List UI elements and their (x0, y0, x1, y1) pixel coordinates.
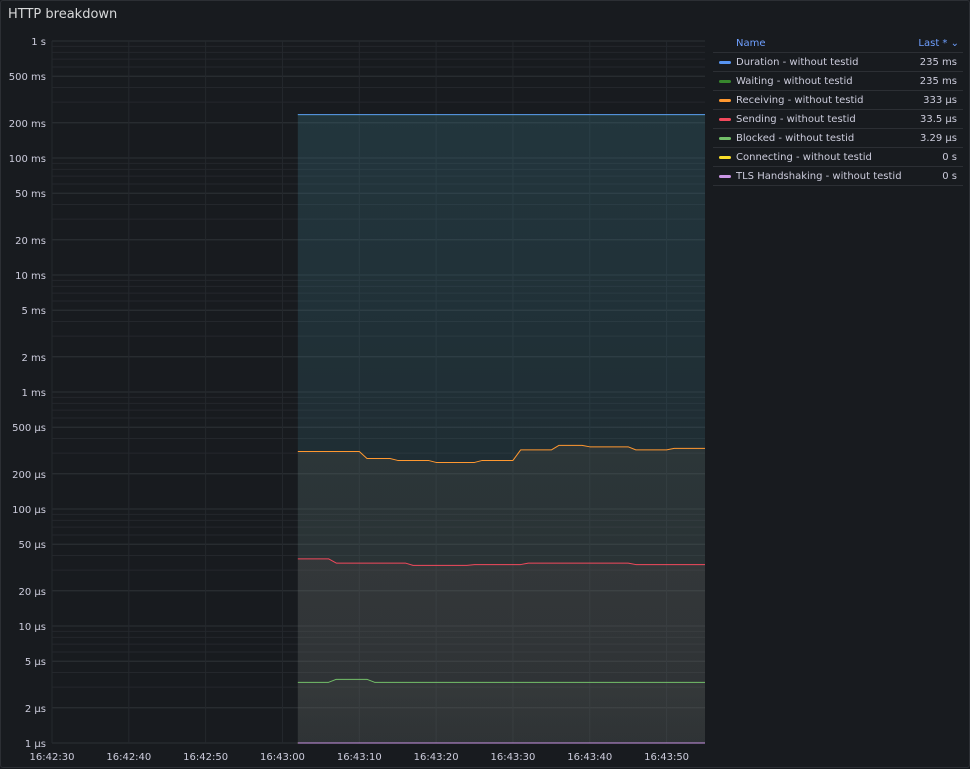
y-tick-label: 100 µs (12, 505, 46, 516)
series-line (297, 678, 705, 683)
y-tick-label: 100 ms (9, 154, 46, 165)
x-tick-label: 16:42:50 (183, 752, 228, 763)
legend-rows: Duration - without testid 235 ms Waiting -… (713, 53, 963, 186)
legend-item[interactable]: Waiting - without testid 235 ms (713, 72, 963, 91)
legend-item-value: 33.5 µs (919, 113, 957, 125)
y-tick-label: 50 ms (15, 189, 46, 200)
y-tick-label: 5 ms (22, 306, 47, 317)
x-tick-label: 16:42:30 (30, 752, 75, 763)
x-tick-label: 16:43:50 (644, 752, 689, 763)
series-line (297, 558, 705, 566)
y-tick-label: 2 µs (25, 704, 46, 715)
y-tick-label: 20 ms (15, 236, 46, 247)
x-tick-label: 16:43:20 (414, 752, 459, 763)
legend-item-name: Blocked - without testid (736, 132, 855, 144)
series-fill (297, 679, 705, 743)
y-tick-label: 1 s (31, 37, 46, 48)
legend-item-name: Receiving - without testid (736, 94, 864, 106)
legend-item[interactable]: Receiving - without testid 333 µs (713, 91, 963, 110)
legend-item-value: 235 ms (919, 75, 957, 87)
y-tick-label: 200 ms (9, 119, 46, 130)
y-tick-label: 20 µs (19, 587, 46, 598)
y-tick-label: 5 µs (25, 657, 46, 668)
legend-item[interactable]: TLS Handshaking - without testid 0 s (713, 167, 963, 186)
y-tick-label: 1 µs (25, 739, 46, 750)
legend-item-name: Connecting - without testid (736, 151, 872, 163)
legend: Name Last * ⌄ Duration - without testid 2… (713, 34, 963, 186)
legend-item[interactable]: Blocked - without testid 3.29 µs (713, 129, 963, 148)
legend-name-header[interactable]: Name (736, 37, 766, 49)
legend-item-name: Duration - without testid (736, 56, 859, 68)
legend-swatch (719, 136, 731, 140)
legend-swatch (719, 60, 731, 64)
legend-item-name: Waiting - without testid (736, 75, 853, 87)
y-tick-label: 500 µs (12, 423, 46, 434)
y-tick-label: 500 ms (9, 72, 46, 83)
legend-swatch (719, 155, 731, 159)
legend-item-name: Sending - without testid (736, 113, 856, 125)
x-tick-label: 16:43:30 (490, 752, 535, 763)
legend-item-value: 0 s (942, 151, 957, 163)
legend-item[interactable]: Duration - without testid 235 ms (713, 53, 963, 72)
panel-title[interactable]: HTTP breakdown (8, 7, 118, 22)
legend-item[interactable]: Connecting - without testid 0 s (713, 148, 963, 167)
legend-swatch (719, 98, 731, 102)
legend-item-value: 0 s (942, 170, 957, 182)
x-tick-label: 16:43:00 (260, 752, 305, 763)
legend-swatch (719, 174, 731, 178)
y-tick-label: 200 µs (12, 470, 46, 481)
x-tick-label: 16:43:40 (567, 752, 612, 763)
legend-swatch (719, 79, 731, 83)
y-tick-label: 10 ms (15, 271, 46, 282)
legend-item[interactable]: Sending - without testid 33.5 µs (713, 110, 963, 129)
y-tick-label: 1 ms (22, 388, 47, 399)
legend-item-value: 333 µs (923, 94, 957, 106)
legend-header: Name Last * ⌄ (713, 34, 963, 53)
legend-swatch (719, 117, 731, 121)
x-tick-label: 16:42:40 (106, 752, 151, 763)
series-line (297, 444, 705, 463)
x-tick-label: 16:43:10 (337, 752, 382, 763)
y-tick-label: 10 µs (19, 622, 46, 633)
legend-item-name: TLS Handshaking - without testid (736, 170, 902, 182)
y-tick-label: 2 ms (22, 353, 47, 364)
legend-sort-header[interactable]: Last * ⌄ (918, 37, 959, 49)
legend-item-value: 3.29 µs (919, 132, 957, 144)
legend-item-value: 235 ms (919, 56, 957, 68)
y-tick-label: 50 µs (19, 540, 46, 551)
